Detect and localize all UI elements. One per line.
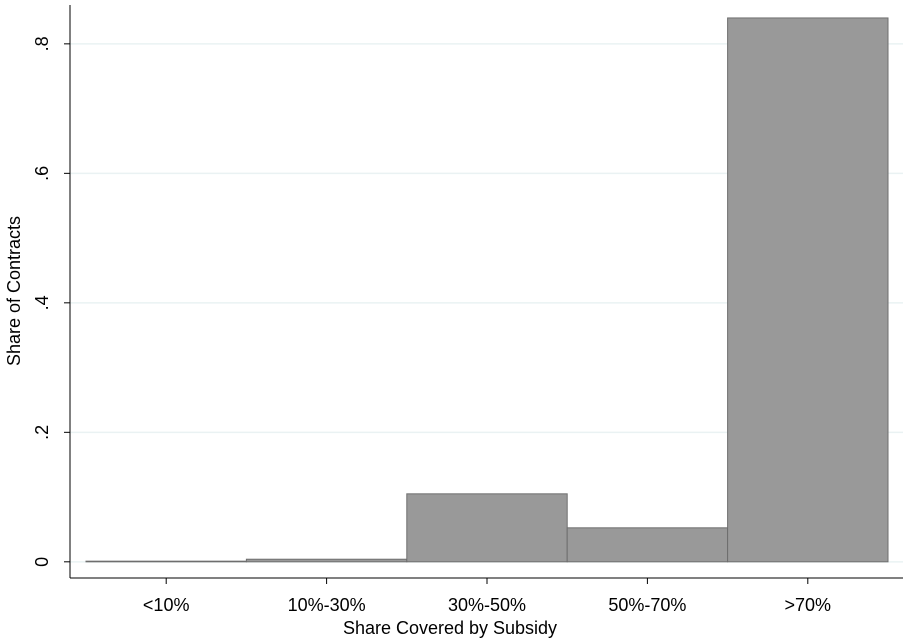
bar — [406, 493, 568, 563]
x-tick-label: 50%-70% — [608, 595, 686, 615]
x-tick-label: 30%-50% — [448, 595, 526, 615]
y-axis-title: Share of Contracts — [4, 216, 24, 366]
y-tick-label: .6 — [32, 166, 52, 181]
y-tick-label: .8 — [32, 36, 52, 51]
x-tick-label: 10%-30% — [288, 595, 366, 615]
bar — [85, 560, 247, 563]
bar — [245, 558, 408, 563]
x-tick-label: <10% — [143, 595, 190, 615]
y-tick-label: .4 — [32, 295, 52, 310]
bar — [566, 527, 729, 563]
y-tick-label: 0 — [32, 557, 52, 567]
x-axis-title: Share Covered by Subsidy — [343, 618, 557, 638]
y-tick-label: .2 — [32, 425, 52, 440]
x-tick-label: >70% — [785, 595, 832, 615]
bar — [727, 17, 889, 563]
